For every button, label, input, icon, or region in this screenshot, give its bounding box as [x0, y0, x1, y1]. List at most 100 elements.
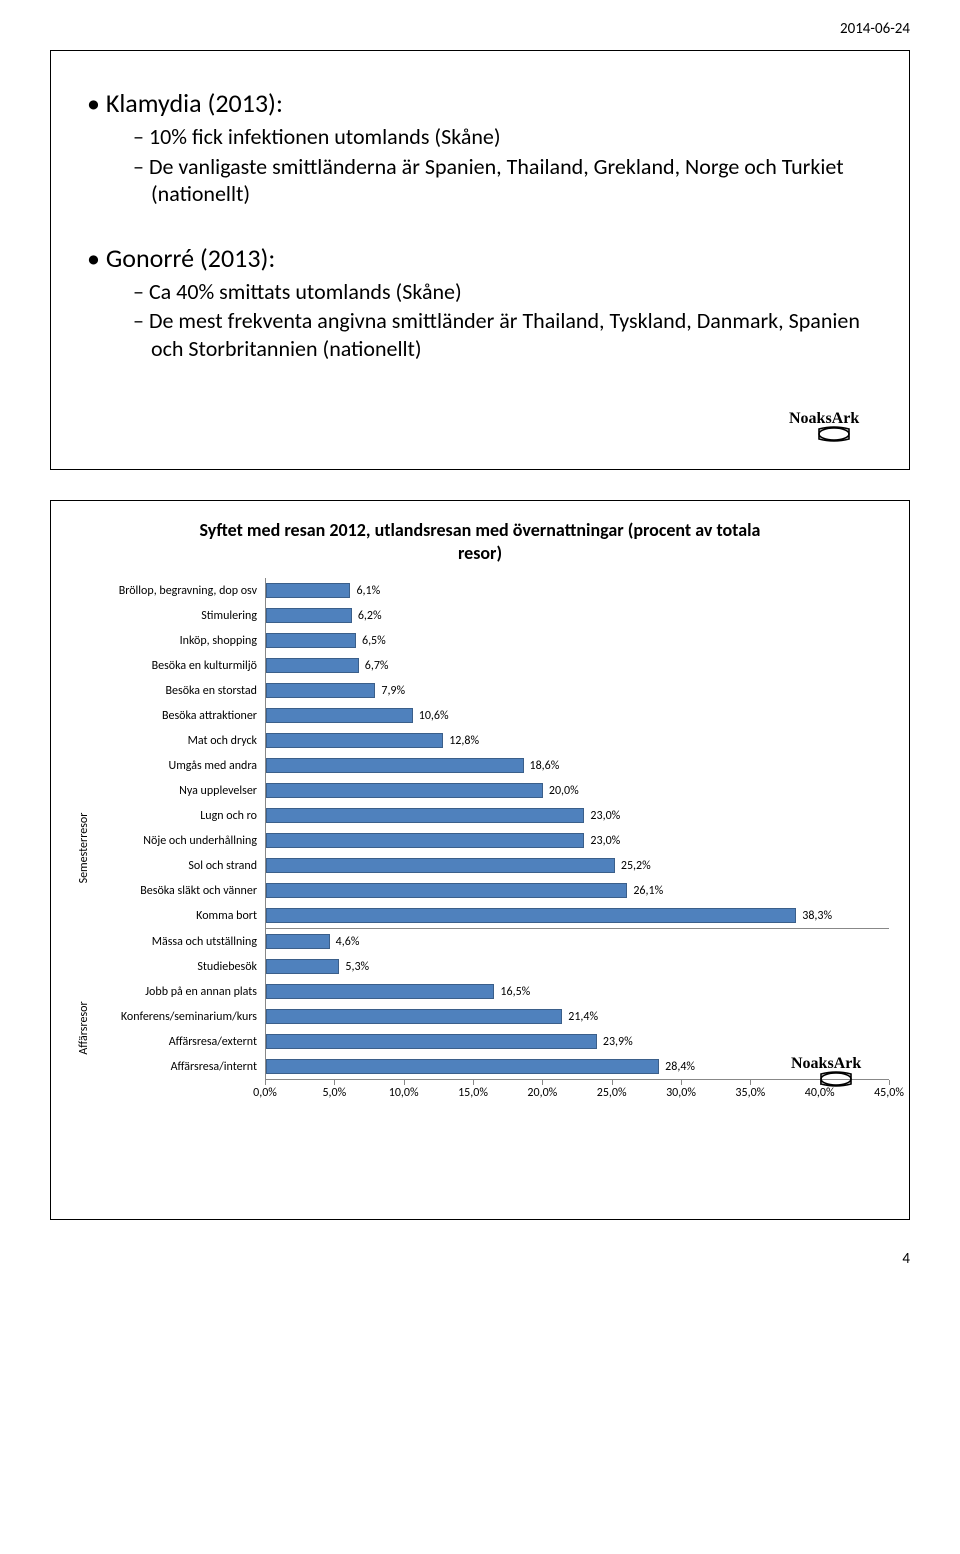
row-label: Stimulering	[97, 609, 265, 623]
bar-area: 23,0%	[265, 803, 889, 828]
x-tick	[265, 1080, 266, 1085]
bar-value-label: 38,3%	[802, 909, 832, 923]
bar-value-label: 12,8%	[449, 734, 479, 748]
bar	[266, 858, 615, 873]
chart-row: Nya upplevelser 20,0%	[97, 778, 889, 803]
bar-value-label: 10,6%	[419, 709, 449, 723]
bar	[266, 1059, 659, 1074]
bar-area: 16,5%	[265, 979, 889, 1004]
bar-value-label: 6,2%	[358, 609, 382, 623]
x-tick	[681, 1080, 682, 1085]
bullet-klamydia-sub-0: 10% fick infektionen utomlands (Skåne)	[133, 123, 873, 151]
bar-area: 6,5%	[265, 628, 889, 653]
chart-row: Sol och strand 25,2%	[97, 853, 889, 878]
chart-row: Besöka en storstad7,9%	[97, 678, 889, 703]
bar-value-label: 5,3%	[345, 960, 369, 974]
x-tick	[473, 1080, 474, 1085]
bar	[266, 658, 359, 673]
bullet-klamydia-title: Klamydia (2013):	[87, 87, 873, 119]
bar	[266, 984, 494, 999]
bar-value-label: 6,7%	[365, 659, 389, 673]
bar-area: 25,2%	[265, 853, 889, 878]
x-tick	[750, 1080, 751, 1085]
x-tick-label: 35,0%	[735, 1086, 765, 1100]
bar-value-label: 6,5%	[362, 634, 386, 648]
x-tick-label: 0,0%	[253, 1086, 277, 1100]
chart-row: Affärsresa/externt23,9%	[97, 1029, 889, 1054]
noaksark-logo: NoaksArk	[789, 409, 879, 449]
group-label-affars: Affärsresor	[77, 1001, 91, 1054]
x-tick	[542, 1080, 543, 1085]
row-label: Affärsresa/externt	[97, 1035, 265, 1049]
row-label: Besöka en storstad	[97, 684, 265, 698]
chart-row: Studiebesök 5,3%	[97, 954, 889, 979]
bar-value-label: 25,2%	[621, 859, 651, 873]
bar-value-label: 21,4%	[568, 1010, 598, 1024]
x-tick-label: 25,0%	[597, 1086, 627, 1100]
group-label-semester: Semesterresor	[77, 813, 91, 884]
row-label: Konferens/seminarium/kurs	[97, 1010, 265, 1024]
row-label: Besöka släkt och vänner	[97, 884, 265, 898]
row-label: Jobb på en annan plats	[97, 985, 265, 999]
chart-row: Affärsresa/internt28,4%	[97, 1054, 889, 1079]
row-label: Inköp, shopping	[97, 634, 265, 648]
bar	[266, 683, 375, 698]
bar-value-label: 6,1%	[356, 584, 380, 598]
x-tick-label: 10,0%	[389, 1086, 419, 1100]
bullet-gonorre-title: Gonorré (2013):	[87, 242, 873, 274]
bar	[266, 758, 524, 773]
page-number: 4	[50, 1250, 910, 1268]
row-label: Mat och dryck	[97, 734, 265, 748]
bar	[266, 583, 350, 598]
bar	[266, 883, 627, 898]
bar	[266, 833, 584, 848]
svg-text:NoaksArk: NoaksArk	[791, 1055, 861, 1072]
bar-value-label: 4,6%	[336, 935, 360, 949]
bar-value-label: 20,0%	[549, 784, 579, 798]
bar	[266, 1009, 562, 1024]
bar-area: 4,6%	[265, 929, 889, 954]
x-tick-label: 30,0%	[666, 1086, 696, 1100]
bar-area: 23,0%	[265, 828, 889, 853]
row-label: Besöka attraktioner	[97, 709, 265, 723]
y-axis-groups: Semesterresor Affärsresor	[71, 578, 97, 1103]
bullet-gonorre-sub-0: Ca 40% smittats utomlands (Skåne)	[133, 278, 873, 306]
slide-chart: Syftet med resan 2012, utlandsresan med …	[50, 500, 910, 1220]
chart-body: Bröllop, begravning, dop osv6,1% Stimuler…	[97, 578, 889, 1103]
bar	[266, 934, 330, 949]
bar-area: 6,2%	[265, 603, 889, 628]
bar-area: 26,1%	[265, 878, 889, 903]
row-label: Nöje och underhållning	[97, 834, 265, 848]
x-tick-label: 5,0%	[322, 1086, 346, 1100]
logo-text-svg: NoaksArk	[789, 410, 859, 427]
bar	[266, 608, 352, 623]
bullet-klamydia-sub-1: De vanligaste smittländerna är Spanien, …	[133, 153, 873, 208]
bar-area: 12,8%	[265, 728, 889, 753]
bar-value-label: 26,1%	[633, 884, 663, 898]
row-label: Affärsresa/internt	[97, 1060, 265, 1074]
row-label: Studiebesök	[97, 960, 265, 974]
chart-row: Lugn och ro23,0%	[97, 803, 889, 828]
bar-area: 20,0%	[265, 778, 889, 803]
bar-area: 21,4%	[265, 1004, 889, 1029]
bar	[266, 1034, 597, 1049]
bar-value-label: 16,5%	[500, 985, 530, 999]
bar-area: 6,7%	[265, 653, 889, 678]
chart-row: Mässa och utställning4,6%	[97, 929, 889, 954]
chart-row: Bröllop, begravning, dop osv6,1%	[97, 578, 889, 603]
x-tick	[334, 1080, 335, 1085]
bar	[266, 959, 339, 974]
x-tick-label: 15,0%	[458, 1086, 488, 1100]
row-label: Sol och strand	[97, 859, 265, 873]
bar	[266, 708, 413, 723]
row-label: Umgås med andra	[97, 759, 265, 773]
x-tick	[889, 1080, 890, 1085]
row-label: Besöka en kulturmiljö	[97, 659, 265, 673]
x-tick-label: 20,0%	[527, 1086, 557, 1100]
row-label: Nya upplevelser	[97, 784, 265, 798]
bar-area: 5,3%	[265, 954, 889, 979]
bar-area: 23,9%	[265, 1029, 889, 1054]
bar	[266, 808, 584, 823]
bar-area: 10,6%	[265, 703, 889, 728]
x-tick	[404, 1080, 405, 1085]
